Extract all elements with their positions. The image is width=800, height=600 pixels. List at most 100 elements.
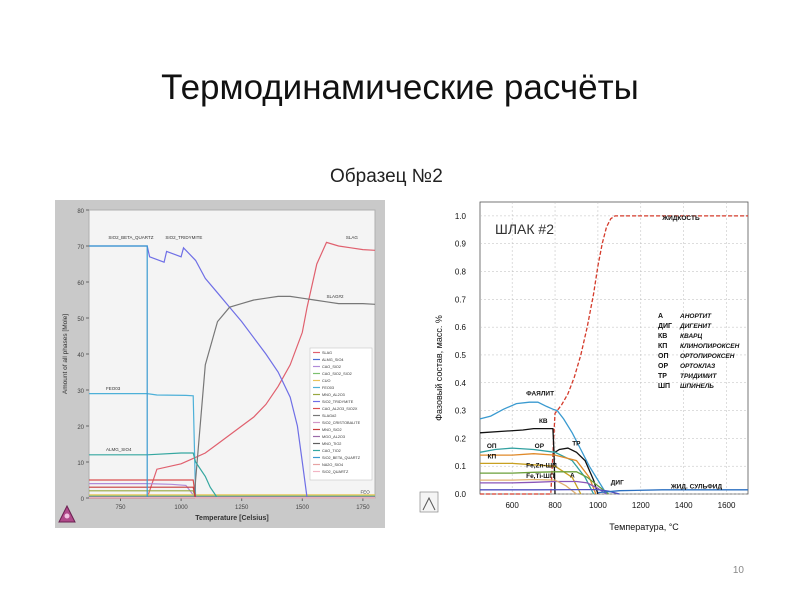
phase-label: ЖИДКОСТЬ [661, 215, 700, 222]
phase-label: ФАЯЛИТ [526, 390, 554, 397]
series-line-а [480, 478, 577, 495]
series-line-жидкость [480, 215, 748, 495]
slide-title: Термодинамические расчёты [161, 68, 639, 107]
plot-area [479, 201, 749, 495]
phase-label: SLAG [346, 235, 359, 240]
legend-entry: ALMG_SIO4 [322, 358, 344, 362]
legend-entry: SLAG#2 [322, 414, 336, 418]
x-tick-label: 1000 [589, 501, 607, 510]
x-tick-label: 750 [116, 505, 127, 511]
phase-label: SIO2_BETA_QUARTZ [108, 235, 153, 240]
phase-label: ТР [572, 440, 581, 447]
series-line-ор [480, 453, 597, 495]
y-tick-label: 80 [77, 209, 84, 215]
y-tick-label: 50 [77, 317, 84, 323]
x-tick-label: 1200 [632, 501, 650, 510]
legend-entry: MNO_AL2O3 [322, 393, 345, 397]
legend-entry: CAO_SIO2_SIO2 [322, 372, 352, 376]
series-line-cao-tio2 [89, 452, 218, 499]
phase-label: ДИГ [611, 479, 624, 486]
y-tick-label: 40 [77, 353, 84, 359]
institute-logo-mark [422, 496, 436, 511]
legend-abbr: ДИГ [658, 323, 672, 330]
legend-box [309, 347, 373, 481]
phase-label: FEO03 [106, 386, 121, 391]
x-tick-label: 800 [548, 501, 562, 510]
y-tick-label: 0.9 [455, 240, 467, 249]
phase-label: SIO2_TRIDYMITE [165, 235, 202, 240]
legend-name: ШПИНЕЛЬ [680, 383, 714, 390]
y-tick-label: 10 [77, 461, 84, 467]
y-tick-label: 0.2 [455, 434, 467, 443]
legend-entry: SIO2_QUARTZ [322, 470, 349, 474]
series-line-жид-сульфид [597, 489, 748, 494]
legend-abbr: ОР [658, 363, 668, 370]
institute-logo-icon [419, 491, 439, 513]
legend-name: АНОРТИТ [679, 313, 712, 320]
y-tick-label: 30 [77, 389, 84, 395]
legend-name: КВАРЦ [680, 333, 702, 340]
series-line-cao-al2o3-sio2x [89, 479, 197, 499]
x-tick-label: 1500 [296, 505, 310, 511]
y-tick-label: 60 [77, 281, 84, 287]
thermocalc-logo-dot [64, 513, 70, 519]
series-line-slag-2 [89, 295, 376, 499]
y-tick-label: 70 [77, 245, 84, 251]
thermocalc-chart: 0 10 20 30 40 50 60 70 80 750 1000 1250 1500 1750 Temp… [55, 200, 385, 528]
series-line-fe-zn-шп [480, 471, 609, 495]
page-number: 10 [732, 565, 744, 576]
legend-abbr: ШП [658, 383, 670, 390]
y-axis-label: Фазовый состав, масс. % [434, 315, 444, 421]
legend-abbr: ТР [658, 373, 667, 380]
x-axis-label: Температура, °С [609, 522, 679, 532]
series-line-cao-sio2 [89, 483, 197, 499]
phase-label: КП [488, 453, 497, 460]
x-axis-label: Temperature [Celsius] [195, 515, 268, 522]
y-tick-label: 0.7 [455, 295, 467, 304]
legend-entry: CAO_TIO2 [322, 449, 341, 453]
y-tick-label: 0.5 [455, 351, 467, 360]
phase-label: SLAG#2 [327, 294, 345, 299]
legend-entry: MGO_AL2O3 [322, 435, 345, 439]
legend-entry: FEO03 [322, 386, 334, 390]
legend-abbr: А [658, 313, 663, 320]
chart-title: ШЛАК #2 [495, 221, 554, 237]
phase-label: А [570, 472, 575, 479]
y-tick-label: 0.3 [455, 407, 467, 416]
y-tick-label: 0.8 [455, 268, 467, 277]
legend-entry: NA2O_SIO4 [322, 463, 343, 467]
legend-name: КЛИНОПИРОКСЕН [680, 343, 740, 350]
y-tick-label: 0.1 [455, 462, 467, 471]
legend-entry: SLAG [322, 351, 332, 355]
y-tick-label: 20 [77, 425, 84, 431]
legend-abbr: КП [658, 343, 667, 350]
phase-label: ЖИД. СУЛЬФИД [670, 483, 723, 490]
series-line-slag [89, 241, 376, 499]
slag-phase-chart: 0.0 0.1 0.2 0.3 0.4 0.5 0.6 0.7 0.8 0.9 1.0 600 800 1… [419, 201, 749, 532]
legend-name: ОРТОКЛАЗ [680, 363, 716, 370]
legend-entry: CAO_SIO2 [322, 365, 341, 369]
phase-label: Fe,Ti-ШП [526, 473, 555, 480]
legend-name: ДИГЕНИТ [679, 323, 712, 330]
y-tick-label: 0.0 [455, 490, 467, 499]
series-line-feo03 [89, 393, 197, 499]
y-tick-label: 0 [81, 497, 85, 503]
legend-entry: CUO [322, 379, 330, 383]
x-tick-label: 600 [505, 501, 519, 510]
x-tick-label: 1600 [718, 501, 736, 510]
x-tick-label: 1400 [675, 501, 693, 510]
series-line-кв [479, 427, 556, 495]
legend-entry: MNO_TIO2 [322, 442, 341, 446]
legend-entry: SIO2_BETA_QUARTZ [322, 456, 361, 460]
legend-entry: MNO_SIO2 [322, 428, 342, 432]
legend-entry: SIO2_CRISTOBALITE [322, 421, 361, 425]
y-tick-label: 1.0 [455, 212, 467, 221]
series-line-mno-sio2 [89, 486, 197, 499]
series-line-кп [480, 462, 582, 495]
y-tick-label: 0.4 [455, 379, 467, 388]
y-tick-label: 0.6 [455, 323, 467, 332]
phase-label: КВ [539, 418, 548, 425]
phase-label: ОП [487, 443, 497, 450]
legend-abbr: КВ [658, 333, 667, 340]
x-tick-label: 1000 [174, 505, 188, 511]
